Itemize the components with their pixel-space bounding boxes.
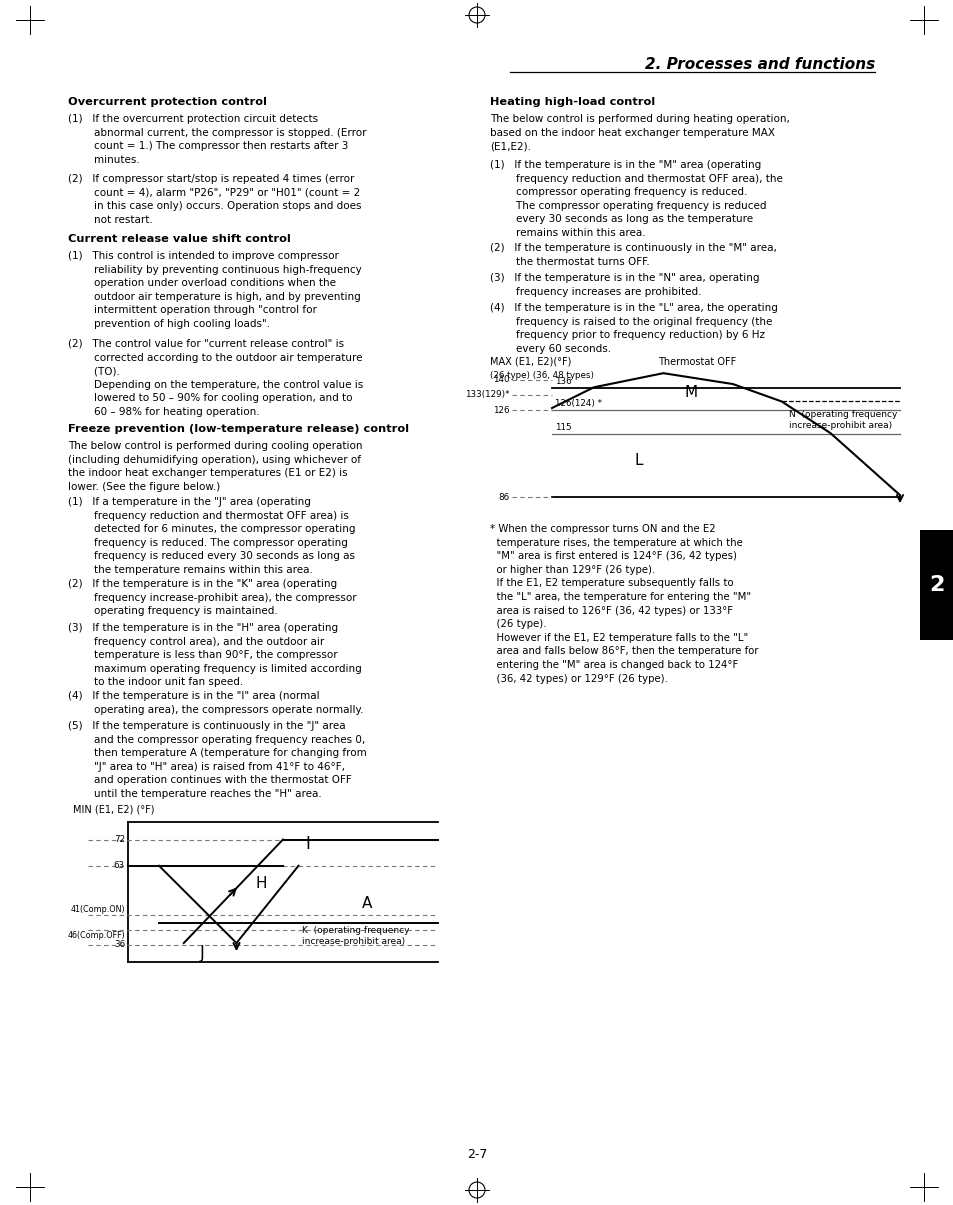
Text: 63: 63 xyxy=(113,862,125,870)
Text: Thermostat OFF: Thermostat OFF xyxy=(658,357,736,368)
Text: 86: 86 xyxy=(498,493,510,501)
Text: K  (operating frequency
increase-prohibit area): K (operating frequency increase-prohibit… xyxy=(301,925,409,946)
Text: 115: 115 xyxy=(555,423,571,433)
Text: (2)   If the temperature is continuously in the "M" area,
        the thermostat: (2) If the temperature is continuously i… xyxy=(490,243,776,266)
Text: MAX (E1, E2)(°F): MAX (E1, E2)(°F) xyxy=(490,357,571,368)
Text: 126: 126 xyxy=(493,406,510,415)
Text: (1)   If the overcurrent protection circuit detects
        abnormal current, th: (1) If the overcurrent protection circui… xyxy=(68,114,366,165)
Text: * When the compressor turns ON and the E2
  temperature rises, the temperature a: * When the compressor turns ON and the E… xyxy=(490,524,758,683)
Text: 46(Comp.OFF): 46(Comp.OFF) xyxy=(67,931,125,940)
Text: 2-7: 2-7 xyxy=(466,1148,487,1162)
Text: (2)   If the temperature is in the "K" area (operating
        frequency increas: (2) If the temperature is in the "K" are… xyxy=(68,578,356,616)
Text: N  (operating frequency
increase-prohibit area): N (operating frequency increase-prohibit… xyxy=(788,410,896,430)
Text: 133(129)*: 133(129)* xyxy=(465,390,510,399)
Text: (1)   If a temperature in the "J" area (operating
        frequency reduction an: (1) If a temperature in the "J" area (op… xyxy=(68,496,355,575)
Text: The below control is performed during cooling operation
(including dehumidifying: The below control is performed during co… xyxy=(68,441,362,492)
Text: M: M xyxy=(684,386,697,400)
Text: The below control is performed during heating operation,
based on the indoor hea: The below control is performed during he… xyxy=(490,114,789,151)
Text: Freeze prevention (low-temperature release) control: Freeze prevention (low-temperature relea… xyxy=(68,424,409,434)
Text: Current release value shift control: Current release value shift control xyxy=(68,234,291,243)
Text: H: H xyxy=(255,876,267,890)
Text: 136: 136 xyxy=(555,377,571,387)
Text: (26 type) (36, 48 types): (26 type) (36, 48 types) xyxy=(490,371,594,380)
Text: (1)   This control is intended to improve compressor
        reliability by prev: (1) This control is intended to improve … xyxy=(68,251,361,329)
Text: 2. Processes and functions: 2. Processes and functions xyxy=(644,57,874,72)
Text: 36: 36 xyxy=(113,940,125,950)
Text: 126(124) *: 126(124) * xyxy=(555,399,601,408)
Text: Heating high-load control: Heating high-load control xyxy=(490,96,655,107)
Bar xyxy=(919,530,953,640)
Text: (5)   If the temperature is continuously in the "J" area
        and the compres: (5) If the temperature is continuously i… xyxy=(68,721,366,799)
Text: I: I xyxy=(305,835,310,853)
Text: MIN (E1, E2) (°F): MIN (E1, E2) (°F) xyxy=(73,804,154,815)
Text: 2: 2 xyxy=(928,575,943,595)
Text: 41(Comp.ON): 41(Comp.ON) xyxy=(71,905,125,915)
Text: 72: 72 xyxy=(113,835,125,844)
Text: (2)   If compressor start/stop is repeated 4 times (error
        count = 4), al: (2) If compressor start/stop is repeated… xyxy=(68,174,361,225)
Text: (1)   If the temperature is in the "M" area (operating
        frequency reducti: (1) If the temperature is in the "M" are… xyxy=(490,160,782,239)
Text: A: A xyxy=(361,897,372,911)
Text: (4)   If the temperature is in the "L" area, the operating
        frequency is : (4) If the temperature is in the "L" are… xyxy=(490,302,777,354)
Text: L: L xyxy=(634,453,642,468)
Text: Overcurrent protection control: Overcurrent protection control xyxy=(68,96,267,107)
Text: (3)   If the temperature is in the "N" area, operating
        frequency increas: (3) If the temperature is in the "N" are… xyxy=(490,274,759,296)
Text: J: J xyxy=(200,945,205,963)
Text: 140: 140 xyxy=(493,375,510,384)
Text: (2)   The control value for "current release control" is
        corrected accor: (2) The control value for "current relea… xyxy=(68,339,363,417)
Text: (4)   If the temperature is in the "I" area (normal
        operating area), the: (4) If the temperature is in the "I" are… xyxy=(68,690,363,715)
Text: (3)   If the temperature is in the "H" area (operating
        frequency control: (3) If the temperature is in the "H" are… xyxy=(68,623,361,687)
